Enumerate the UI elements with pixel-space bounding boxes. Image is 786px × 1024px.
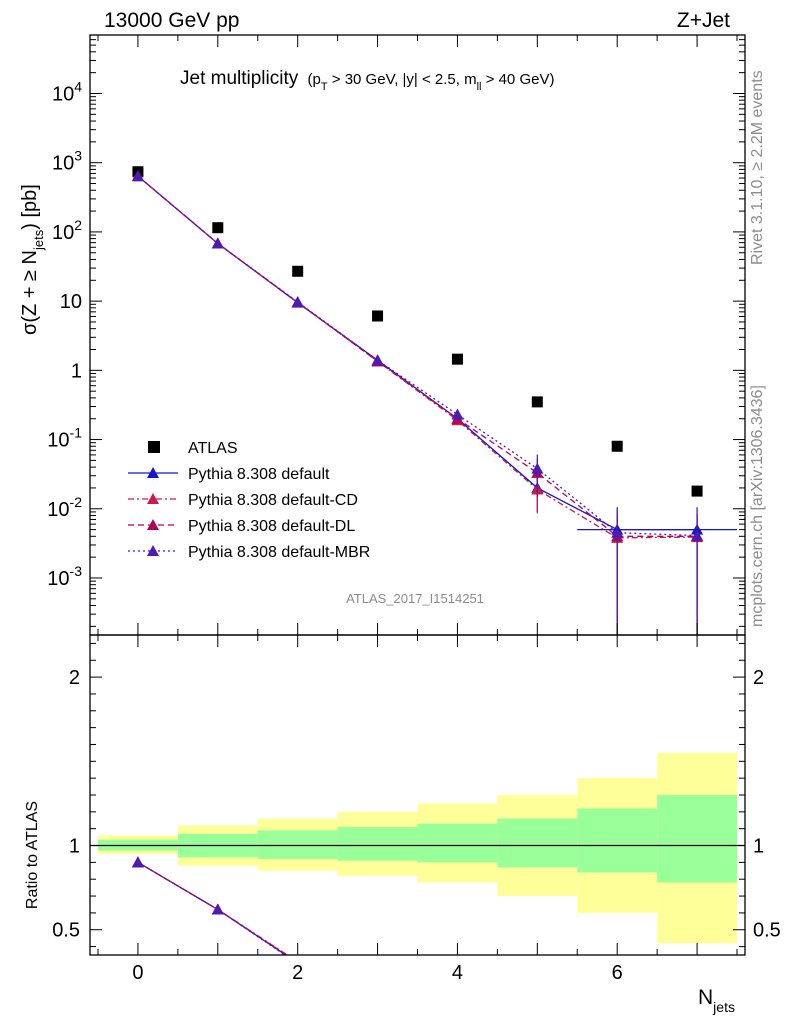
y-tick-label: 10 xyxy=(60,291,82,313)
ratio-uncertainty-bands xyxy=(90,752,745,944)
ratio-y-tick-label: 0.5 xyxy=(52,920,80,942)
mc-marker xyxy=(371,354,384,366)
atlas-data-point xyxy=(372,310,384,322)
mc-marker xyxy=(451,408,464,420)
y-tick-label: 104 xyxy=(52,78,82,105)
mc-curve xyxy=(137,175,698,537)
legend-label: Pythia 8.308 default-CD xyxy=(188,492,358,509)
legend: ATLAS Pythia 8.308 default Pythia 8.308 de… xyxy=(128,440,370,561)
ratio-y-tick-label-right: 1 xyxy=(753,836,764,858)
atlas-data-point xyxy=(691,485,703,497)
main-y-axis-title: σ(Z + ≥ Njets) [pb] xyxy=(19,184,46,335)
main-curves xyxy=(131,166,738,635)
mcplots-label: mcplots.cern.ch [arXiv:1306.3436] xyxy=(749,385,766,627)
atlas-data-point xyxy=(212,222,224,234)
ratio-y-tick-label-right: 2 xyxy=(753,667,764,689)
inner-band-bin xyxy=(577,808,658,873)
ratio-curve xyxy=(137,861,287,955)
atlas-data-point xyxy=(451,353,463,365)
axis-ticks xyxy=(90,34,745,955)
analysis-label: ATLAS_2017_I1514251 xyxy=(346,591,484,606)
atlas-data-point xyxy=(292,265,304,277)
y-tick-label: 103 xyxy=(52,148,82,175)
inner-band-bin xyxy=(417,823,498,863)
x-tick-label: 6 xyxy=(612,962,623,984)
legend-label: ATLAS xyxy=(188,440,238,457)
ratio-y-tick-label-right: 0.5 xyxy=(753,920,781,942)
y-tick-label: 10-3 xyxy=(47,563,82,590)
y-tick-label: 102 xyxy=(52,217,82,244)
ratio-curves xyxy=(131,856,288,955)
ratio-marker xyxy=(211,903,224,915)
tick-labels: 10-3 10-2 10-1 1 10 102 103 104 0.5 0.5 1 1 2 2 0 2 4 6 xyxy=(47,78,781,984)
ratio-marker xyxy=(131,856,144,868)
x-tick-label: 2 xyxy=(292,962,303,984)
legend-marker xyxy=(147,493,159,504)
atlas-data-point xyxy=(611,440,623,452)
y-tick-label: 1 xyxy=(71,360,82,382)
ratio-y-tick-label: 1 xyxy=(69,836,80,858)
ratio-y-tick-label: 2 xyxy=(69,667,80,689)
mc-marker xyxy=(131,170,144,182)
inner-band-bin xyxy=(497,818,578,868)
mc-marker xyxy=(691,529,704,541)
x-axis-title: Njets xyxy=(698,986,735,1015)
y-tick-label: 10-1 xyxy=(47,425,82,452)
energy-label: 13000 GeV pp xyxy=(104,9,239,32)
inner-band-bin xyxy=(257,830,338,859)
process-label: Z+Jet xyxy=(677,9,730,32)
plot-title: Jet multiplicity (pT > 30 GeV, |y| < 2.5… xyxy=(180,68,554,93)
legend-marker xyxy=(147,545,159,556)
legend-marker-atlas xyxy=(148,441,160,453)
x-tick-label: 0 xyxy=(132,962,143,984)
rivet-version-label: Rivet 3.1.10, ≥ 2.2M events xyxy=(749,70,766,265)
inner-band-bin xyxy=(657,795,738,883)
atlas-data-point xyxy=(531,396,543,408)
legend-label: Pythia 8.308 default-MBR xyxy=(188,544,370,561)
ratio-curve xyxy=(137,861,286,955)
ratio-y-axis-title: Ratio to ATLAS xyxy=(24,801,41,909)
mc-marker xyxy=(531,462,544,474)
mc-marker xyxy=(211,237,224,249)
legend-marker xyxy=(147,467,159,478)
y-tick-label: 10-2 xyxy=(47,494,82,521)
legend-label: Pythia 8.308 default-DL xyxy=(188,518,355,535)
x-tick-label: 4 xyxy=(452,962,463,984)
legend-marker xyxy=(147,519,159,530)
inner-band-bin xyxy=(337,827,418,861)
mc-marker xyxy=(291,296,304,308)
mc-marker xyxy=(611,526,624,538)
legend-label: Pythia 8.308 default xyxy=(188,466,330,483)
